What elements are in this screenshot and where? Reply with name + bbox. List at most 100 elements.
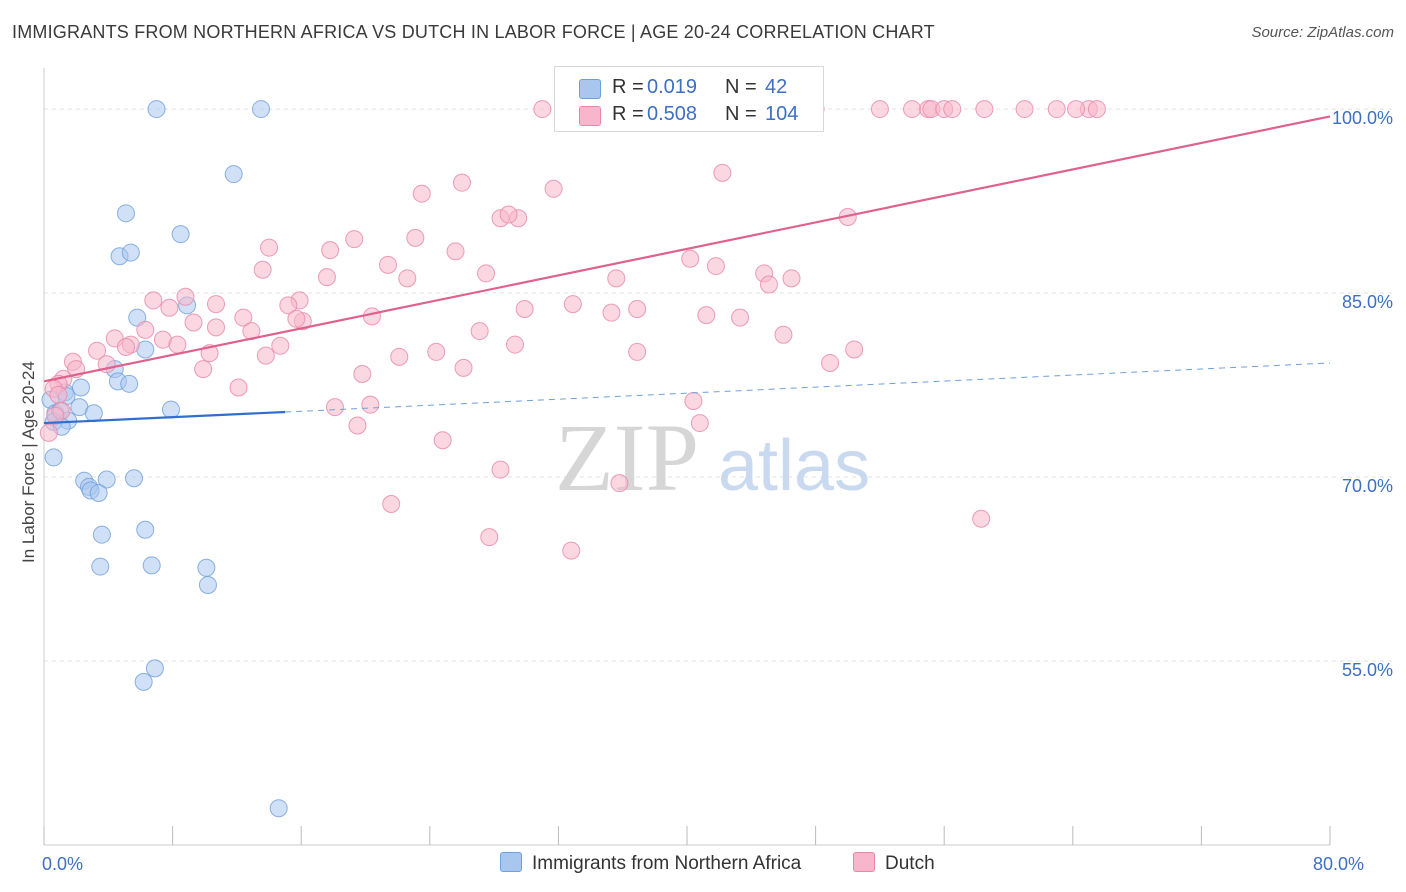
data-point xyxy=(470,322,489,341)
data-point xyxy=(628,342,647,361)
y-tick-label: 70.0% xyxy=(1342,476,1393,496)
legend-n-value: 42 xyxy=(765,76,788,98)
data-point xyxy=(427,342,446,361)
data-point xyxy=(499,205,518,224)
data-point xyxy=(684,391,703,410)
data-point xyxy=(845,340,864,359)
trend-line-series-1-extension xyxy=(285,362,1331,413)
data-point xyxy=(903,100,922,119)
legend-r-label: R = xyxy=(612,103,644,125)
y-tick-label: 100.0% xyxy=(1332,108,1393,128)
data-point xyxy=(943,100,962,119)
data-point xyxy=(184,313,203,332)
data-point xyxy=(194,360,213,379)
data-point xyxy=(136,320,155,339)
data-point xyxy=(147,100,166,119)
data-point xyxy=(84,404,103,423)
data-point xyxy=(97,470,116,489)
data-point xyxy=(317,268,336,287)
data-point xyxy=(321,241,340,260)
data-point xyxy=(412,184,431,203)
data-point xyxy=(713,163,732,182)
data-point xyxy=(125,469,144,488)
watermark-zip: ZIP xyxy=(555,404,699,511)
data-point xyxy=(505,335,524,354)
data-point xyxy=(379,255,398,274)
data-point xyxy=(1087,100,1106,119)
data-point xyxy=(168,335,187,354)
legend-n-label: N = xyxy=(725,76,757,98)
data-point xyxy=(515,299,534,318)
legend-swatch-blue xyxy=(579,79,601,99)
data-point xyxy=(253,260,272,279)
data-point xyxy=(690,414,709,433)
data-point xyxy=(260,238,279,257)
data-point xyxy=(480,528,499,547)
stats-legend: R = 0.019 N = 42 R = 0.508 N = 104 xyxy=(554,66,824,132)
legend-n-label: N = xyxy=(725,103,757,125)
data-point xyxy=(348,416,367,435)
y-tick-label: 85.0% xyxy=(1342,292,1393,312)
data-point xyxy=(160,298,179,317)
data-point xyxy=(161,400,180,419)
data-point xyxy=(198,575,217,594)
trend-line-series-1 xyxy=(43,410,286,425)
data-point xyxy=(681,249,700,268)
data-point xyxy=(287,309,306,328)
data-point xyxy=(325,398,344,417)
data-point xyxy=(71,378,90,397)
data-point xyxy=(610,474,629,493)
data-point xyxy=(353,365,372,383)
points-series-2 xyxy=(39,100,1106,560)
data-point xyxy=(533,100,552,119)
data-point xyxy=(271,336,290,355)
data-point xyxy=(477,264,496,283)
data-point xyxy=(121,243,140,262)
legend-n-value: 104 xyxy=(765,103,799,125)
x-tick-label: 0.0% xyxy=(42,854,83,874)
data-point xyxy=(782,269,801,288)
chart-title: IMMIGRANTS FROM NORTHERN AFRICA VS DUTCH… xyxy=(12,22,935,42)
data-point xyxy=(116,204,135,223)
watermark-atlas: atlas xyxy=(718,426,870,506)
data-point xyxy=(145,659,164,678)
data-point xyxy=(136,520,155,539)
data-point xyxy=(116,338,135,357)
data-point xyxy=(382,495,401,514)
data-point xyxy=(224,165,243,184)
watermark: ZIP atlas xyxy=(555,404,870,511)
data-point xyxy=(176,287,195,306)
data-point xyxy=(759,275,778,294)
data-point xyxy=(1047,100,1066,119)
x-tick-label: 80.0% xyxy=(1313,854,1364,874)
data-point xyxy=(697,306,716,325)
y-tick-label: 55.0% xyxy=(1342,660,1393,680)
data-point xyxy=(49,385,68,404)
legend-row-2: R = 0.508 N = 104 xyxy=(555,100,823,130)
data-point xyxy=(144,291,163,310)
data-point xyxy=(46,406,65,425)
legend-label: Immigrants from Northern Africa xyxy=(532,853,802,874)
data-point xyxy=(207,318,226,337)
data-point xyxy=(602,303,621,322)
data-point xyxy=(390,347,409,366)
data-point xyxy=(269,799,288,818)
data-point xyxy=(562,541,581,560)
data-point xyxy=(44,448,63,467)
data-point xyxy=(142,556,161,575)
data-point xyxy=(774,325,793,344)
trend-line-series-2 xyxy=(43,115,1331,383)
y-axis-label: In Labor Force | Age 20-24 xyxy=(19,361,38,563)
data-point xyxy=(134,672,153,691)
data-point xyxy=(544,179,563,198)
data-point xyxy=(491,460,510,479)
data-point xyxy=(398,269,417,288)
legend-swatch-blue xyxy=(500,852,522,872)
data-point xyxy=(452,173,471,192)
series-legend-item-2: Dutch xyxy=(853,852,935,875)
data-point xyxy=(406,228,425,247)
data-point xyxy=(870,100,889,119)
data-point xyxy=(197,558,216,577)
data-point xyxy=(120,374,139,393)
